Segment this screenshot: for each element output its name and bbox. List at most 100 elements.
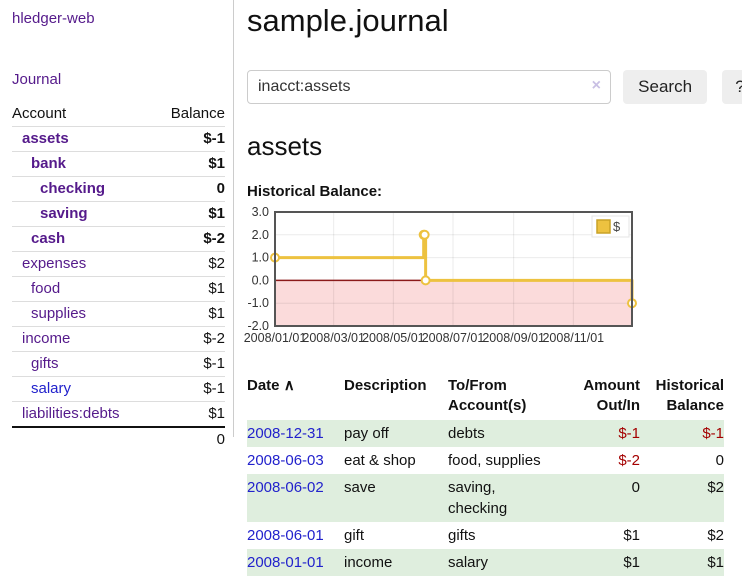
account-name-cell: gifts <box>12 352 154 377</box>
account-row: food $1 <box>12 276 225 302</box>
cell-amount: $1 <box>623 554 640 571</box>
cell-amount: $-1 <box>618 425 640 442</box>
clear-search-icon[interactable]: × <box>591 77 601 94</box>
account-name-cell: liabilities:debts <box>12 402 154 428</box>
chart-data-point <box>419 229 430 240</box>
account-link-checking[interactable]: checking <box>40 180 106 197</box>
accounts-header-account: Account <box>12 105 67 122</box>
chart-y-tick-label: 1.0 <box>252 251 269 265</box>
account-link-income[interactable]: income <box>22 330 71 347</box>
register-table-body: 2008-12-31 pay off debts $-1 $-1 2008-06-03 ea… <box>247 420 724 576</box>
transaction-date-link[interactable]: 2008-06-01 <box>247 527 324 544</box>
accounts-header-row: Account Balance <box>12 103 225 127</box>
account-name-cell: checking <box>12 177 154 202</box>
cell-amount: 0 <box>631 479 640 496</box>
account-name-cell: saving <box>12 202 154 227</box>
chart-legend-swatch <box>596 219 611 234</box>
accounts-table-body: assets $-1 bank $1 checking 0 saving $1 cash $-2 e… <box>12 126 225 428</box>
cell-balance: $2 <box>707 527 724 544</box>
account-balance: $1 <box>208 205 225 222</box>
register-row: 2008-06-02 save saving, checking 0 $2 <box>247 474 724 522</box>
account-link-cash[interactable]: cash <box>31 230 66 247</box>
account-link-gifts[interactable]: gifts <box>31 355 59 372</box>
account-link-supplies[interactable]: supplies <box>31 305 87 322</box>
account-row: assets $-1 <box>12 126 225 152</box>
chart-data-point <box>420 275 431 286</box>
account-link-assets[interactable]: assets <box>22 130 69 147</box>
chart-x-tick-label: 2008/11/01 <box>542 331 604 345</box>
account-balance: $2 <box>208 255 225 272</box>
search-button[interactable]: Search <box>623 70 708 104</box>
account-link-saving[interactable]: saving <box>40 205 88 222</box>
account-balance: $1 <box>208 280 225 297</box>
cell-accounts: salary <box>448 554 489 571</box>
cell-description: gift <box>344 527 365 544</box>
account-row: liabilities:debts $1 <box>12 401 225 428</box>
account-balance: $1 <box>208 305 225 322</box>
cell-date: 2008-12-31 <box>247 420 344 447</box>
sort-asc-icon: ∧ <box>283 377 295 394</box>
sidebar-item-journal[interactable]: Journal <box>12 71 62 88</box>
cell-description: eat & shop <box>344 452 416 469</box>
historical-balance-chart[interactable]: $3.0 2.0 1.0 0.0 -1.0 -2.0 2008/01/01 2008/03/0… <box>242 205 729 353</box>
app-title-link[interactable]: hledger-web <box>12 10 95 27</box>
chart-legend-label: $ <box>613 219 621 234</box>
account-row: checking 0 <box>12 176 225 202</box>
cell-amount: $-2 <box>618 452 640 469</box>
chart-x-tick-label: 2008/07/01 <box>422 331 485 345</box>
chart-y-tick-label: 3.0 <box>252 207 269 219</box>
accounts-total-row: 0 <box>12 427 225 452</box>
chart-x-tick-label: 2008/05/01 <box>362 331 425 345</box>
account-name-cell: assets <box>12 127 154 152</box>
help-button[interactable]: ? <box>722 70 742 104</box>
chart-y-tick-label: -1.0 <box>247 296 269 310</box>
account-link-salary[interactable]: salary <box>31 380 72 397</box>
account-row: income $-2 <box>12 326 225 352</box>
transaction-date-link[interactable]: 2008-06-02 <box>247 479 324 496</box>
page-title: sample.journal <box>247 3 449 38</box>
account-row: gifts $-1 <box>12 351 225 377</box>
register-row: 2008-12-31 pay off debts $-1 $-1 <box>247 420 724 447</box>
cell-balance: $2 <box>707 479 724 496</box>
account-name-cell: salary <box>12 377 154 402</box>
chart-x-tick-label: 2008/03/01 <box>302 331 365 345</box>
account-link-liabilities-debts[interactable]: liabilities:debts <box>22 405 120 422</box>
register-header-description: Description <box>344 377 427 394</box>
account-balance: $-2 <box>203 230 225 247</box>
account-link-food[interactable]: food <box>31 280 61 297</box>
account-name-cell: cash <box>12 227 154 252</box>
register-row: 2008-01-01 income salary $1 $1 <box>247 549 724 576</box>
accounts-table: Account Balance assets $-1 bank $1 checking 0… <box>12 103 225 452</box>
register-header-row: Date ∧ Description To/From Account(s) Am… <box>247 374 724 420</box>
register-row: 2008-06-03 eat & shop food, supplies $-2 0 <box>247 447 724 474</box>
account-balance: $-1 <box>203 130 225 147</box>
accounts-header-balance: Balance <box>170 105 225 122</box>
chart-y-tick-label: 2.0 <box>252 228 269 242</box>
account-row: bank $1 <box>12 151 225 177</box>
register-header-amount: Amount Out/In <box>583 377 640 414</box>
cell-balance: $-1 <box>702 425 724 442</box>
chart-y-tick-label: -2.0 <box>247 319 269 333</box>
account-row: cash $-2 <box>12 226 225 252</box>
account-balance: $-1 <box>203 380 225 397</box>
cell-accounts: debts <box>448 425 485 442</box>
transaction-date-link[interactable]: 2008-06-03 <box>247 452 324 469</box>
account-link-expenses[interactable]: expenses <box>22 255 87 272</box>
account-balance: $1 <box>208 155 225 172</box>
register-header-accounts: To/From Account(s) <box>448 377 527 414</box>
cell-date: 2008-06-01 <box>247 522 344 549</box>
search-input-wrap: × <box>247 70 611 104</box>
cell-description: save <box>344 479 376 496</box>
search-input[interactable] <box>247 70 611 104</box>
transaction-date-link[interactable]: 2008-12-31 <box>247 425 324 442</box>
sidebar: hledger-web Journal Account Balance asse… <box>0 0 234 448</box>
cell-accounts: gifts <box>448 527 476 544</box>
cell-accounts: food, supplies <box>448 452 541 469</box>
accounts-total-balance: 0 <box>216 431 225 448</box>
account-link-bank[interactable]: bank <box>31 155 67 172</box>
transaction-date-link[interactable]: 2008-01-01 <box>247 554 324 571</box>
cell-amount: $1 <box>623 527 640 544</box>
register-header-date[interactable]: Date ∧ <box>247 374 344 420</box>
account-name-cell: bank <box>12 152 154 177</box>
